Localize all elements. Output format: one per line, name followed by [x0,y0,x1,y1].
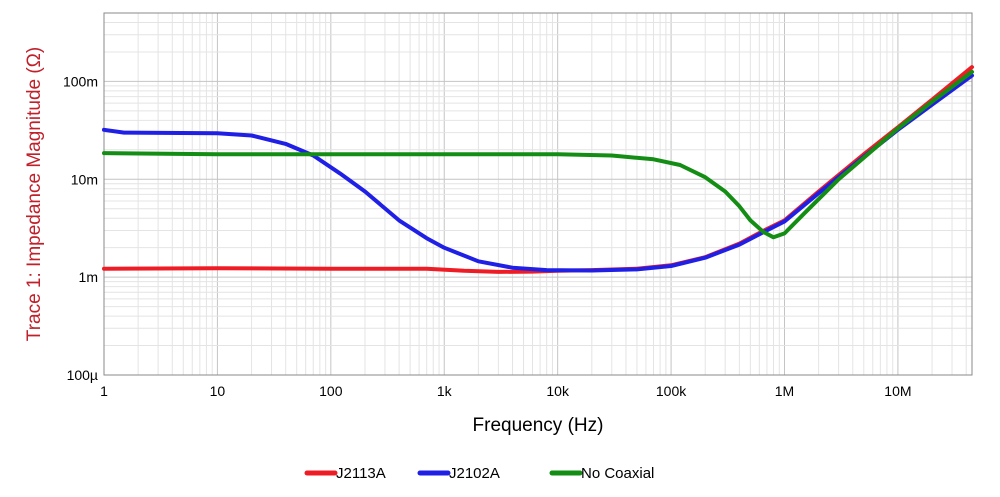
x-tick-label: 1 [100,383,108,399]
legend-label: J2102A [449,465,500,482]
series-lines [102,65,974,274]
x-tick-labels: 1 10 100 1k 10k 100k 1M 10M [100,383,911,399]
y-tick-label: 100m [63,73,98,89]
legend-label: No Coaxial [581,465,654,482]
x-tick-label: 1k [437,383,453,399]
x-tick-label: 100 [319,383,343,399]
x-tick-label: 100k [656,383,687,399]
plot-frame [103,12,973,376]
series-line-2 [102,69,974,240]
x-axis-title: Frequency (Hz) [473,415,604,436]
grid-lines [103,12,972,376]
x-tick-label: 10M [884,383,911,399]
x-tick-label: 10k [546,383,570,399]
x-tick-label: 1M [775,383,794,399]
y-tick-label: 10m [71,171,98,187]
x-tick-label: 10 [210,383,226,399]
y-axis-title: Trace 1: Impedance Magnitude (Ω) [24,47,45,341]
y-tick-label: 100µ [67,367,98,383]
y-tick-label: 1m [79,269,98,285]
series-line-0 [102,65,974,274]
y-tick-labels: 100µ 1m 10m 100m [63,73,98,383]
legend: J2113A J2102A No Coaxial [304,465,654,482]
series-line-1 [102,73,974,273]
legend-label: J2113A [336,465,386,482]
